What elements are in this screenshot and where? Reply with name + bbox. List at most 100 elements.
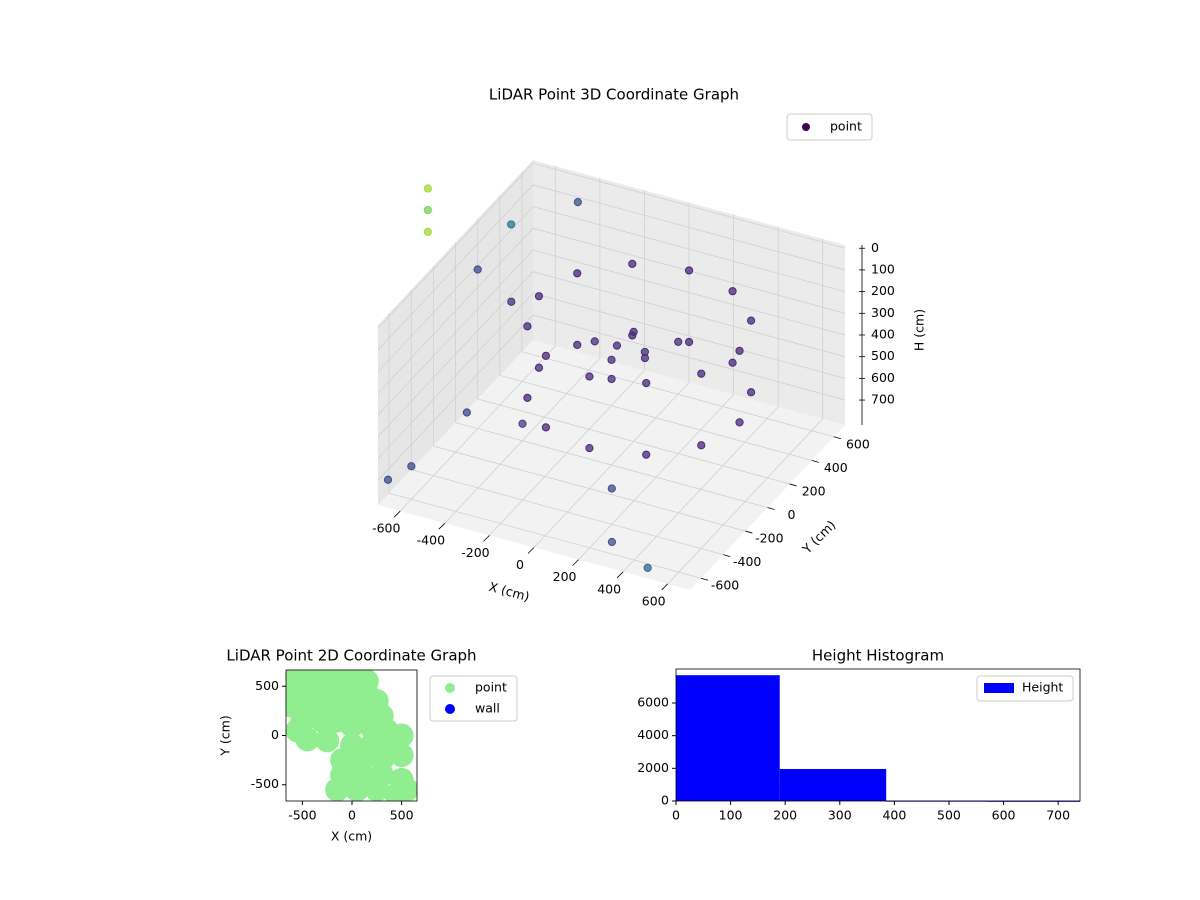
data-point <box>295 727 320 752</box>
y-tick-label: -400 <box>733 554 761 569</box>
data-point <box>507 220 516 229</box>
x-tick-label: 0 <box>672 808 680 823</box>
x-tick-label: 200 <box>773 808 797 823</box>
x-axis-label: X (cm) <box>331 829 372 844</box>
x-tick <box>394 510 401 518</box>
axes-frame <box>675 668 1081 802</box>
x-tick <box>572 559 579 566</box>
x-tick-label: 400 <box>882 808 906 823</box>
data-point <box>607 484 616 493</box>
y-tick-label: 400 <box>824 460 848 475</box>
data-point <box>697 441 706 450</box>
x-axis-label: X (cm) <box>487 579 531 604</box>
data-point <box>541 423 551 432</box>
data-point <box>728 358 737 367</box>
data-point <box>344 777 369 801</box>
data-point <box>325 777 350 801</box>
plot-area <box>286 670 417 801</box>
data-point <box>573 340 582 349</box>
legend-label: point <box>475 680 507 695</box>
y-tick-label: 200 <box>802 483 826 498</box>
z-grid-line <box>377 206 534 372</box>
y-tick <box>700 577 709 581</box>
data-point <box>585 443 594 453</box>
legend-box <box>976 675 1074 702</box>
legend-marker <box>984 683 1014 693</box>
x-tick <box>661 583 668 591</box>
z-grid-line <box>377 314 534 481</box>
y-grid-line <box>521 351 835 438</box>
x-tick-label: 700 <box>1046 808 1070 823</box>
y-tick <box>833 436 842 440</box>
x-tick-label: 500 <box>937 808 961 823</box>
z-grid-line <box>377 228 534 394</box>
x-tick-label: 600 <box>992 808 1016 823</box>
y-tick-label: -500 <box>251 776 279 791</box>
x-tick-label: 0 <box>516 557 524 572</box>
y-grid-line <box>477 398 790 485</box>
data-point <box>315 728 340 753</box>
data-point <box>423 184 432 193</box>
data-point <box>585 372 594 381</box>
data-point <box>697 369 706 378</box>
z-axis-label: H (cm) <box>912 309 927 351</box>
z-tick-label: 600 <box>871 370 895 385</box>
y-tick-label: 6000 <box>637 694 669 709</box>
data-point <box>541 351 551 360</box>
z-tick-label: 700 <box>871 392 895 407</box>
data-point <box>383 475 393 484</box>
data-point <box>735 346 744 355</box>
y-tick <box>789 483 797 487</box>
z-grid-line <box>377 162 534 329</box>
legend-marker <box>445 683 455 693</box>
data-point <box>735 418 744 427</box>
x-tick-label: 400 <box>597 581 621 596</box>
x-tick-label: 0 <box>348 808 356 823</box>
y-tick-label: 600 <box>846 436 870 451</box>
legend-box <box>786 113 873 141</box>
data-point <box>642 379 651 388</box>
data-point <box>523 393 532 402</box>
z-tick-label: 200 <box>871 283 895 298</box>
y-tick-label: 500 <box>255 678 279 693</box>
data-point <box>607 355 616 364</box>
data-point <box>389 723 414 748</box>
z-grid-line <box>377 271 534 437</box>
legend-label: point <box>830 119 862 134</box>
data-point <box>629 327 638 337</box>
x-tick-label: 300 <box>828 808 852 823</box>
z-grid-line <box>532 314 846 401</box>
legend-marker <box>802 123 810 131</box>
y-tick-label: 0 <box>661 793 669 808</box>
z-grid-line <box>532 184 846 271</box>
data-point <box>728 287 737 296</box>
y-tick <box>767 507 775 510</box>
y-tick-label: 2000 <box>637 760 669 775</box>
x-tick <box>616 571 624 579</box>
x-tick <box>438 522 446 530</box>
hist-bar <box>779 768 887 801</box>
y-tick-label: 0 <box>271 727 279 742</box>
x-tick-label: -400 <box>417 533 445 548</box>
z-grid-line <box>532 271 846 358</box>
hist-bar <box>676 675 780 801</box>
z-grid-line <box>532 206 846 293</box>
data-point <box>534 363 544 372</box>
data-point <box>407 462 416 471</box>
chart-title: Height Histogram <box>812 647 944 665</box>
z-tick-label: 400 <box>871 327 895 342</box>
y-tick <box>745 530 753 534</box>
y-grid-line <box>433 445 746 532</box>
data-point <box>607 374 616 384</box>
data-point <box>640 353 650 363</box>
x-tick-label: -200 <box>461 545 489 560</box>
data-point <box>462 408 471 417</box>
data-point <box>674 337 683 346</box>
data-point <box>423 206 432 215</box>
data-point <box>518 419 527 428</box>
data-point <box>607 537 617 547</box>
data-point <box>523 322 532 331</box>
z-tick-label: 300 <box>871 305 895 320</box>
y-axis-label: Y (cm) <box>218 715 233 756</box>
